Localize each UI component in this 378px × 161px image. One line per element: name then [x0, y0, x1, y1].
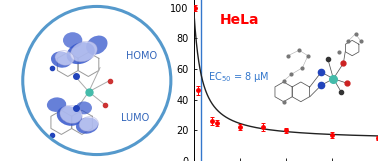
Ellipse shape: [63, 32, 82, 48]
Ellipse shape: [76, 101, 92, 114]
Text: LUMO: LUMO: [121, 113, 149, 123]
Ellipse shape: [51, 51, 72, 68]
Ellipse shape: [79, 117, 98, 131]
Ellipse shape: [71, 41, 97, 62]
Ellipse shape: [60, 105, 82, 123]
Text: EC$_{50}$ = 8 μM: EC$_{50}$ = 8 μM: [208, 70, 270, 84]
Ellipse shape: [67, 42, 95, 64]
Ellipse shape: [86, 36, 107, 55]
Ellipse shape: [76, 117, 98, 134]
Ellipse shape: [57, 106, 82, 126]
Ellipse shape: [47, 97, 66, 112]
Text: HOMO: HOMO: [126, 51, 157, 61]
Ellipse shape: [55, 51, 74, 65]
Text: HeLa: HeLa: [219, 13, 259, 27]
